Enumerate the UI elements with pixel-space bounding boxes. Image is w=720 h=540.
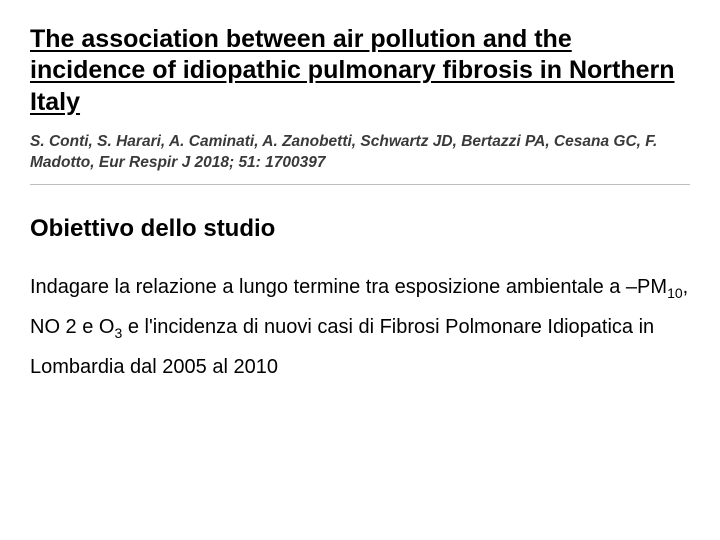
- divider: [30, 184, 690, 185]
- body-post: e l'incidenza di nuovi casi di Fibrosi P…: [30, 316, 654, 378]
- body-paragraph: Indagare la relazione a lungo termine tr…: [30, 267, 690, 387]
- citation-line: S. Conti, S. Harari, A. Caminati, A. Zan…: [30, 132, 690, 174]
- section-heading: Obiettivo dello studio: [30, 215, 690, 243]
- paper-title: The association between air pollution an…: [30, 24, 690, 118]
- body-pre-pm: Indagare la relazione a lungo termine tr…: [30, 276, 667, 298]
- pm-subscript: 10: [667, 285, 683, 301]
- slide-container: The association between air pollution an…: [0, 0, 720, 540]
